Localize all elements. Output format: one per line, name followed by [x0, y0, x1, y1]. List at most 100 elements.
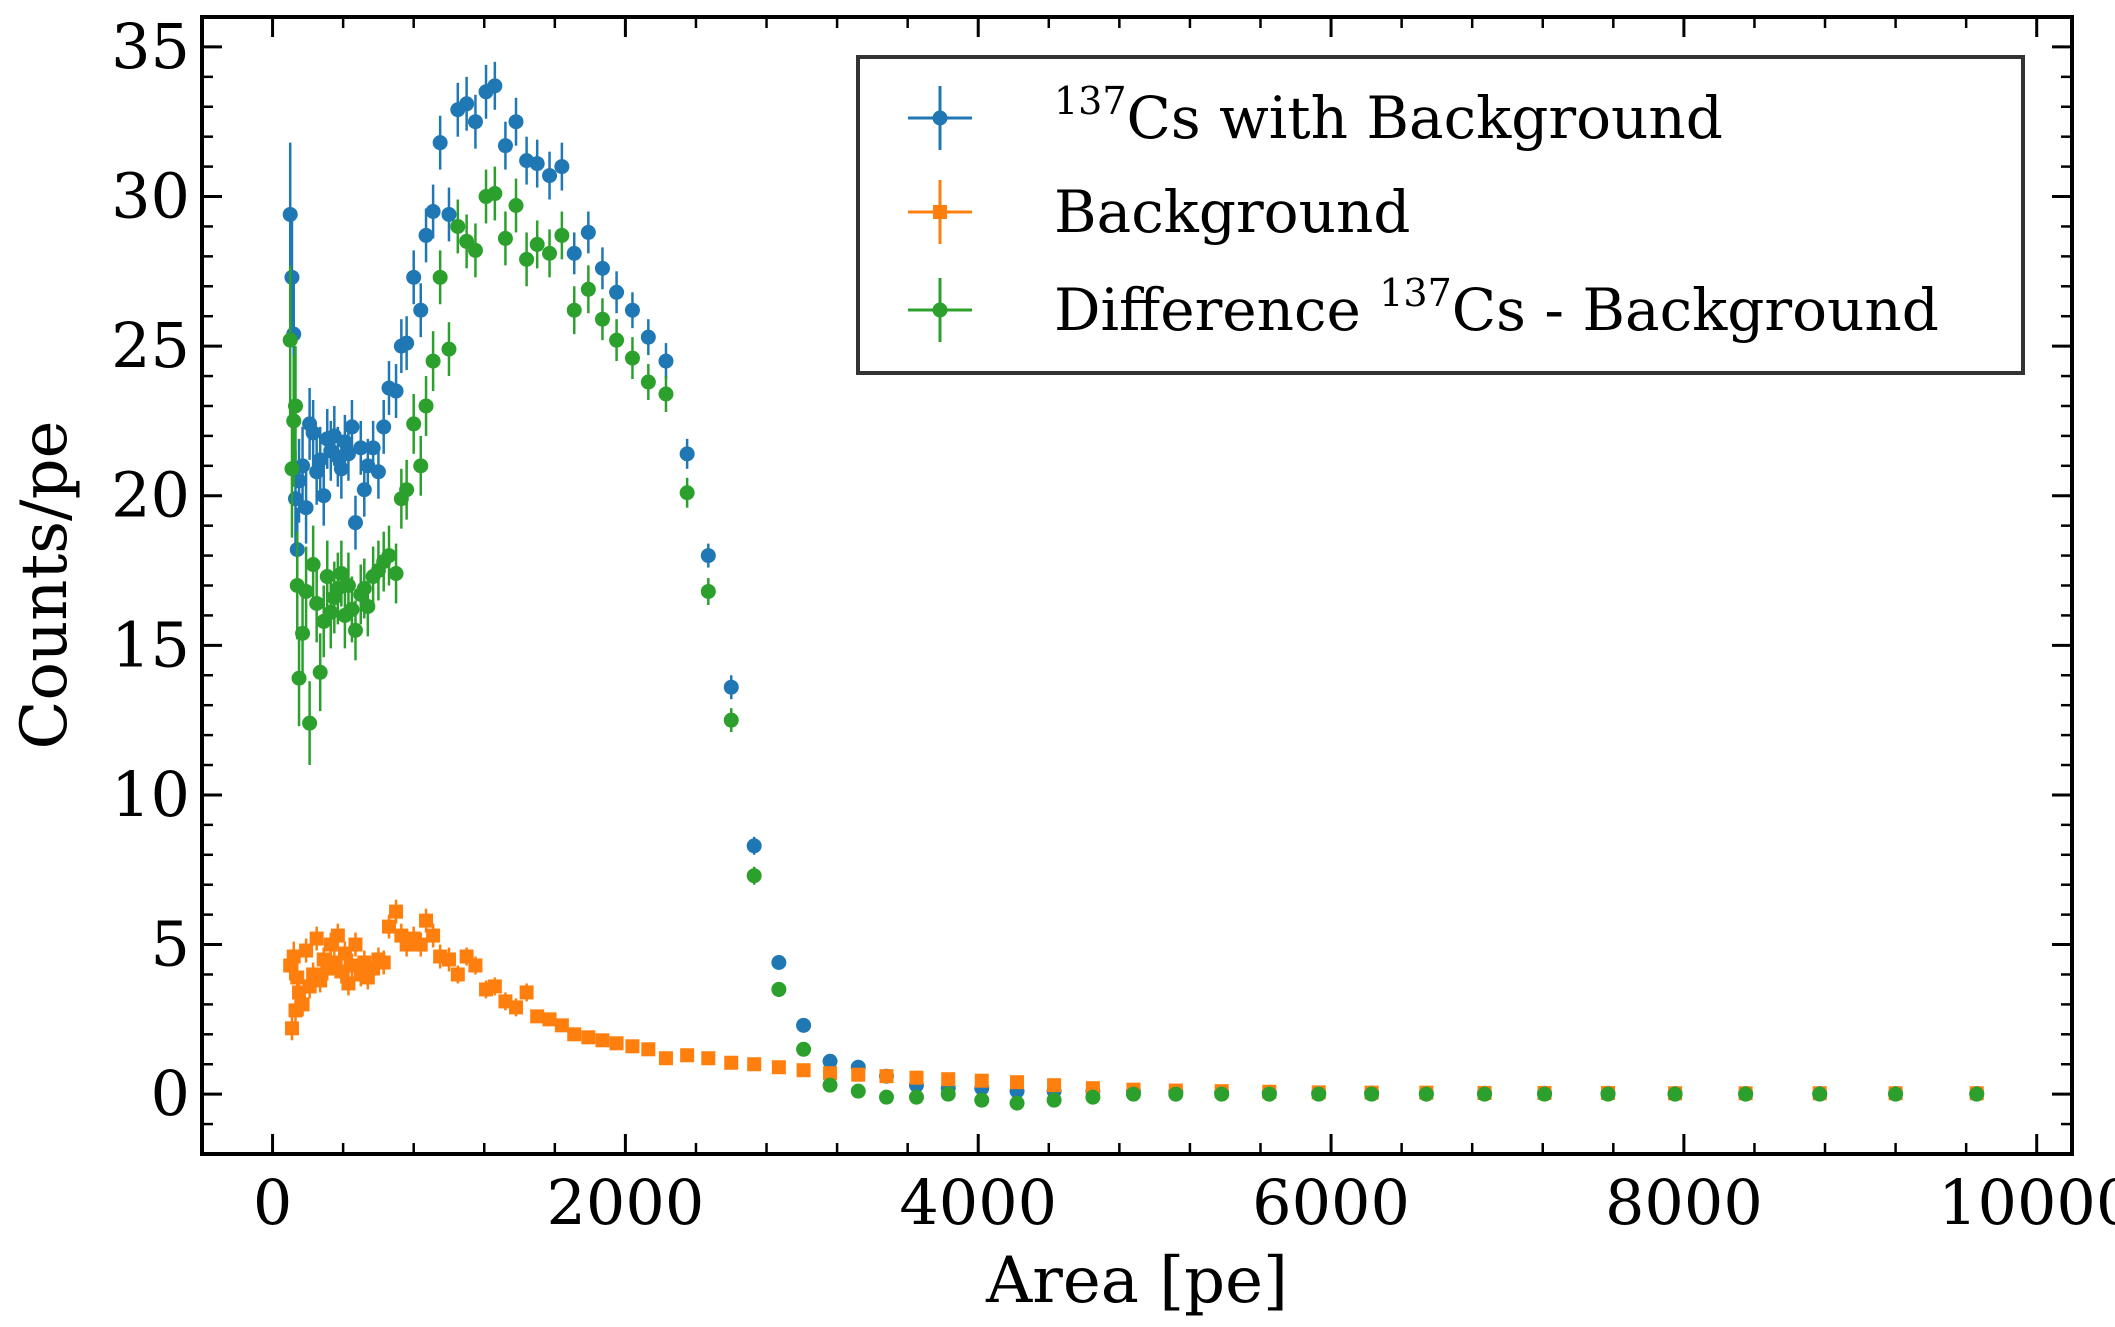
data-point [389, 904, 404, 919]
data-point [459, 96, 475, 112]
data-point [823, 1066, 838, 1081]
data-point [850, 1083, 866, 1099]
data-point [302, 715, 318, 731]
legend: 137Cs with Background Background Differenc… [856, 55, 2025, 375]
data-point [323, 604, 339, 620]
data-point [508, 198, 524, 214]
data-point [680, 1048, 695, 1063]
legend-entry-2: Difference 137Cs - Background [908, 271, 1939, 344]
data-point [1738, 1086, 1754, 1102]
data-point [312, 452, 328, 468]
data-point [747, 1057, 762, 1072]
series-1 [283, 899, 1984, 1101]
data-point [282, 332, 298, 348]
data-point [284, 269, 300, 285]
data-point [286, 413, 302, 429]
data-point [432, 135, 448, 151]
data-point [333, 566, 349, 582]
x-tick-label: 8000 [1605, 1166, 1763, 1239]
legend-entry-1: Background [908, 178, 1410, 246]
data-point [640, 329, 656, 345]
y-tick-label: 15 [111, 608, 190, 681]
data-point [796, 1041, 812, 1057]
data-point [441, 952, 456, 967]
data-point [567, 1027, 582, 1042]
legend-label: 137Cs with Background [1054, 79, 1723, 152]
legend-marker [932, 302, 948, 318]
data-point [1888, 1086, 1904, 1102]
data-point [542, 245, 558, 261]
data-point [1364, 1086, 1380, 1102]
data-point [519, 251, 535, 267]
data-point [941, 1072, 956, 1087]
data-point [1667, 1086, 1683, 1102]
data-point [388, 383, 404, 399]
data-point [295, 625, 311, 641]
y-tick-label: 10 [111, 758, 190, 831]
data-point [316, 488, 332, 504]
series-2 [282, 166, 1985, 1111]
data-point [624, 302, 640, 318]
data-point [288, 398, 303, 414]
data-point [312, 664, 328, 680]
data-point [771, 981, 787, 997]
data-point [282, 206, 298, 222]
y-tick-label: 20 [111, 459, 190, 532]
data-point [771, 955, 787, 971]
data-point [878, 1089, 894, 1105]
data-point [641, 1042, 656, 1057]
x-axis-label: Area [pe] [985, 1244, 1288, 1318]
data-point [365, 440, 381, 456]
data-point [974, 1073, 989, 1088]
data-point [305, 425, 321, 441]
data-point [360, 598, 376, 614]
data-point [658, 386, 674, 402]
data-point [542, 1012, 557, 1027]
data-point [298, 583, 314, 599]
data-point [701, 1051, 716, 1066]
data-point [319, 569, 335, 585]
data-point [291, 670, 307, 686]
data-point [286, 949, 301, 964]
legend-box [856, 55, 2025, 375]
data-point [284, 1021, 299, 1036]
data-point [554, 1018, 569, 1033]
data-point [594, 260, 610, 276]
data-point [376, 955, 391, 970]
data-point [370, 464, 386, 480]
data-point [333, 461, 349, 477]
data-point [1168, 1086, 1184, 1102]
data-point [313, 973, 328, 988]
y-tick-label: 0 [151, 1057, 190, 1130]
data-point [1812, 1086, 1828, 1102]
data-point [1085, 1089, 1101, 1105]
data-point [530, 1009, 545, 1024]
data-point [822, 1077, 838, 1093]
data-point [381, 548, 397, 564]
data-point [554, 159, 570, 175]
data-point [341, 976, 356, 991]
data-point [284, 461, 300, 477]
data-point [441, 341, 457, 357]
data-point [309, 595, 325, 611]
data-point [746, 838, 762, 854]
data-point [1311, 1086, 1327, 1102]
data-point [337, 946, 352, 961]
data-point [625, 1039, 640, 1054]
data-point [497, 138, 513, 154]
data-point [1047, 1078, 1062, 1093]
data-point [426, 928, 441, 943]
data-point [509, 1000, 524, 1015]
data-point [581, 1030, 596, 1045]
data-point [1125, 1086, 1141, 1102]
data-point [580, 281, 596, 297]
data-point [418, 227, 434, 243]
data-point [658, 1051, 673, 1066]
data-point [822, 1053, 838, 1069]
data-point [508, 114, 524, 130]
data-point [519, 985, 534, 1000]
data-point [467, 114, 483, 130]
data-point [700, 548, 716, 564]
